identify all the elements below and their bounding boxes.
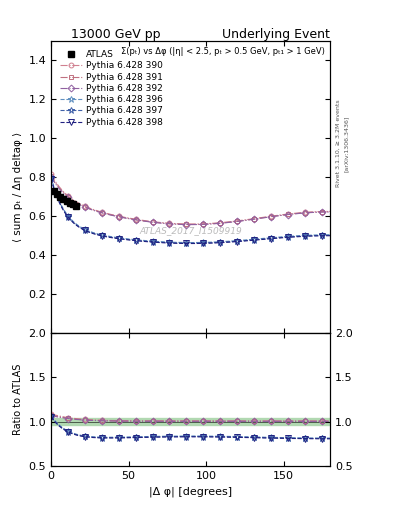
ATLAS bbox=[58, 194, 63, 200]
Pythia 6.428 391 bbox=[218, 220, 222, 226]
ATLAS bbox=[70, 201, 75, 207]
Text: Underlying Event: Underlying Event bbox=[222, 28, 330, 41]
Pythia 6.428 390 bbox=[190, 221, 195, 227]
Text: ATLAS_2017_I1509919: ATLAS_2017_I1509919 bbox=[139, 226, 242, 236]
Text: Rivet 3.1.10, ≥ 3.2M events: Rivet 3.1.10, ≥ 3.2M events bbox=[336, 99, 341, 187]
Pythia 6.428 390 bbox=[308, 209, 313, 215]
ATLAS bbox=[67, 200, 72, 206]
Pythia 6.428 390 bbox=[195, 221, 200, 227]
X-axis label: |Δ φ| [degrees]: |Δ φ| [degrees] bbox=[149, 486, 232, 497]
Pythia 6.428 391 bbox=[328, 209, 332, 215]
Line: Pythia 6.428 392: Pythia 6.428 392 bbox=[49, 175, 332, 227]
Pythia 6.428 398 bbox=[190, 241, 195, 247]
Pythia 6.428 392 bbox=[308, 209, 313, 216]
Pythia 6.428 392 bbox=[328, 209, 332, 215]
Pythia 6.428 391 bbox=[308, 209, 313, 216]
Pythia 6.428 397 bbox=[114, 235, 118, 241]
Pythia 6.428 397 bbox=[195, 240, 200, 246]
ATLAS bbox=[61, 196, 66, 202]
Pythia 6.428 392 bbox=[195, 222, 200, 228]
Pythia 6.428 391 bbox=[49, 173, 53, 179]
ATLAS bbox=[64, 198, 69, 204]
Pythia 6.428 396 bbox=[102, 232, 107, 239]
Pythia 6.428 391 bbox=[195, 221, 200, 227]
Pythia 6.428 398 bbox=[316, 233, 321, 239]
Line: Pythia 6.428 391: Pythia 6.428 391 bbox=[49, 174, 332, 227]
Pythia 6.428 390 bbox=[114, 212, 118, 219]
Line: Pythia 6.428 398: Pythia 6.428 398 bbox=[48, 177, 333, 246]
Pythia 6.428 398 bbox=[114, 235, 118, 241]
ATLAS bbox=[73, 203, 78, 209]
Line: Pythia 6.428 396: Pythia 6.428 396 bbox=[48, 174, 334, 246]
Pythia 6.428 396 bbox=[114, 234, 118, 241]
Pythia 6.428 396 bbox=[49, 174, 53, 180]
Legend: ATLAS, Pythia 6.428 390, Pythia 6.428 391, Pythia 6.428 392, Pythia 6.428 396, P: ATLAS, Pythia 6.428 390, Pythia 6.428 39… bbox=[59, 49, 165, 129]
Pythia 6.428 391 bbox=[190, 221, 195, 227]
Pythia 6.428 397 bbox=[316, 232, 321, 239]
Pythia 6.428 396 bbox=[308, 232, 313, 238]
Pythia 6.428 398 bbox=[102, 233, 107, 240]
Text: Σ(pₜ) vs Δφ (|η| < 2.5, pₜ > 0.5 GeV, pₜ₁ > 1 GeV): Σ(pₜ) vs Δφ (|η| < 2.5, pₜ > 0.5 GeV, pₜ… bbox=[121, 47, 325, 56]
Pythia 6.428 392 bbox=[114, 213, 118, 219]
Pythia 6.428 392 bbox=[218, 220, 222, 226]
Pythia 6.428 396 bbox=[316, 232, 321, 238]
Text: 13000 GeV pp: 13000 GeV pp bbox=[71, 28, 160, 41]
Pythia 6.428 390 bbox=[218, 220, 222, 226]
Pythia 6.428 398 bbox=[328, 232, 332, 239]
Pythia 6.428 397 bbox=[328, 232, 332, 239]
Y-axis label: Ratio to ATLAS: Ratio to ATLAS bbox=[13, 364, 23, 435]
Pythia 6.428 397 bbox=[190, 240, 195, 246]
Pythia 6.428 398 bbox=[308, 233, 313, 239]
Pythia 6.428 396 bbox=[195, 240, 200, 246]
Pythia 6.428 390 bbox=[102, 210, 107, 216]
Pythia 6.428 398 bbox=[49, 176, 53, 182]
Text: [arXiv:1306.3436]: [arXiv:1306.3436] bbox=[344, 115, 349, 172]
Pythia 6.428 391 bbox=[102, 210, 107, 217]
Pythia 6.428 391 bbox=[114, 213, 118, 219]
Pythia 6.428 390 bbox=[49, 172, 53, 178]
Pythia 6.428 392 bbox=[49, 174, 53, 180]
Pythia 6.428 398 bbox=[195, 241, 200, 247]
Line: ATLAS: ATLAS bbox=[51, 188, 79, 209]
Pythia 6.428 391 bbox=[316, 209, 321, 215]
ATLAS bbox=[52, 187, 57, 194]
ATLAS bbox=[55, 191, 60, 197]
Pythia 6.428 396 bbox=[218, 239, 222, 245]
Pythia 6.428 397 bbox=[218, 239, 222, 245]
Pythia 6.428 392 bbox=[190, 222, 195, 228]
Line: Pythia 6.428 390: Pythia 6.428 390 bbox=[49, 172, 332, 226]
Pythia 6.428 397 bbox=[308, 232, 313, 239]
Pythia 6.428 396 bbox=[328, 232, 332, 238]
Y-axis label: ⟨ sum pₜ / Δη deltaφ ⟩: ⟨ sum pₜ / Δη deltaφ ⟩ bbox=[13, 132, 23, 242]
Pythia 6.428 392 bbox=[102, 210, 107, 217]
Pythia 6.428 390 bbox=[316, 208, 321, 215]
Pythia 6.428 397 bbox=[102, 233, 107, 239]
Pythia 6.428 390 bbox=[328, 208, 332, 215]
Pythia 6.428 397 bbox=[49, 176, 53, 182]
Pythia 6.428 392 bbox=[316, 209, 321, 215]
Pythia 6.428 396 bbox=[190, 240, 195, 246]
Line: Pythia 6.428 397: Pythia 6.428 397 bbox=[48, 175, 334, 247]
Pythia 6.428 398 bbox=[218, 240, 222, 246]
